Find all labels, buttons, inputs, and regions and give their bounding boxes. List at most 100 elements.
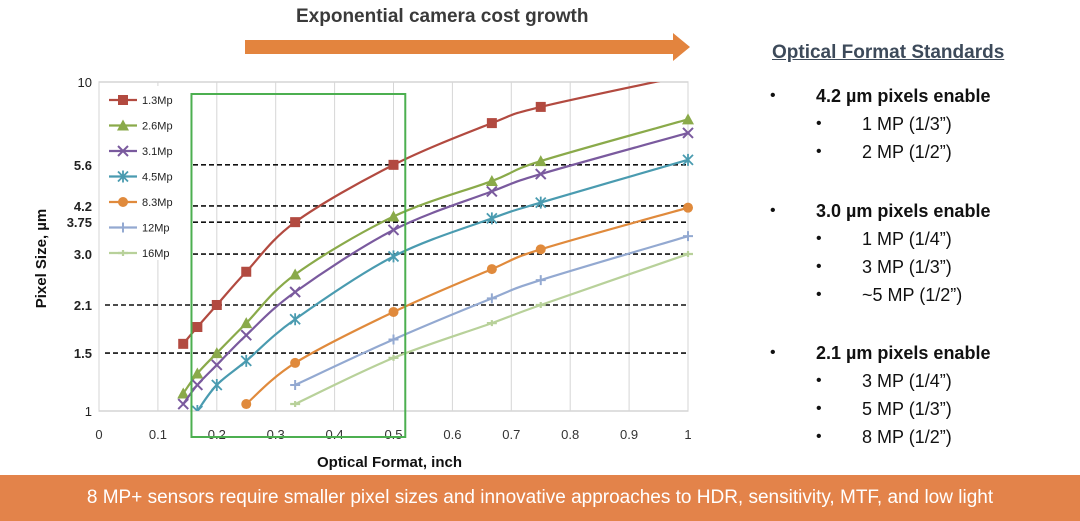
data-point — [211, 299, 222, 310]
bullet: • — [816, 143, 822, 160]
data-point — [682, 153, 694, 166]
x-tick-label: 1 — [684, 427, 691, 442]
group-heading: • 3.0 µm pixels enable — [770, 197, 1070, 225]
bullet: • — [816, 286, 822, 303]
data-point — [387, 210, 400, 222]
legend-item: 12Mp — [109, 222, 170, 235]
bullet: • — [770, 202, 776, 219]
bullet: • — [770, 87, 776, 104]
item-text: 3 MP (1/3”) — [862, 257, 952, 277]
y-tick-label: 1 — [85, 404, 92, 419]
x-axis-title: Optical Format, inch — [317, 454, 462, 471]
legend-label: 1.3Mp — [142, 95, 173, 107]
y-tick-label: 10 — [78, 75, 92, 90]
format-item: • 1 MP (1/3”) — [770, 110, 1070, 138]
item-text: 2 MP (1/2”) — [862, 142, 952, 162]
item-text: 3 MP (1/4”) — [862, 371, 952, 391]
y-tick-label: 3.75 — [67, 215, 92, 230]
x-tick-label: 0.3 — [267, 427, 285, 442]
legend-label: 2.6Mp — [142, 121, 173, 133]
data-point — [387, 224, 400, 236]
arrow-title: Exponential camera cost growth — [296, 6, 589, 27]
format-item: • 8 MP (1/2”) — [770, 423, 1070, 451]
pixel-group-1: • 3.0 µm pixels enable • 1 MP (1/4”) • 3 MP (… — [770, 197, 1070, 309]
item-text: 8 MP (1/2”) — [862, 427, 952, 447]
data-point — [535, 244, 546, 255]
data-point — [191, 379, 204, 391]
series-16Mp — [290, 251, 693, 408]
group-heading: • 2.1 µm pixels enable — [770, 339, 1070, 367]
data-point — [535, 168, 547, 180]
item-text: 5 MP (1/3”) — [862, 399, 952, 419]
arrow-shape — [245, 33, 690, 61]
bullet: • — [816, 428, 822, 445]
legend-item: 2.6Mp — [109, 119, 173, 133]
heading-text: 4.2 µm pixels enable — [816, 86, 991, 106]
panel-title: Optical Format Standards — [772, 42, 1005, 63]
cost-growth-arrow — [245, 33, 690, 61]
data-point — [682, 127, 694, 139]
x-tick-label: 0.9 — [620, 427, 638, 442]
data-point — [683, 202, 693, 213]
bullet: • — [770, 344, 776, 361]
bullet: • — [816, 230, 822, 247]
data-point — [682, 113, 694, 125]
data-point — [240, 329, 252, 341]
data-point — [289, 286, 301, 298]
x-tick-label: 0.4 — [326, 427, 344, 442]
series-12Mp — [290, 231, 693, 390]
data-point — [211, 378, 223, 391]
data-point — [486, 118, 497, 129]
data-point — [117, 119, 129, 131]
legend-label: 4.5Mp — [142, 172, 173, 184]
data-point — [118, 197, 128, 207]
data-point — [683, 251, 693, 258]
data-point — [388, 159, 399, 170]
legend-label: 16Mp — [142, 248, 170, 260]
data-point — [387, 250, 400, 263]
data-point — [118, 250, 128, 256]
pixel-group-0: • 4.2 µm pixels enable • 1 MP (1/3”) • 2 MP (… — [770, 82, 1070, 166]
data-point — [388, 334, 399, 345]
format-item: • 2 MP (1/2”) — [770, 138, 1070, 166]
y-tick-label: 1.5 — [74, 346, 92, 361]
x-tick-label: 0.5 — [384, 427, 402, 442]
legend-item: 4.5Mp — [109, 170, 173, 184]
bullet: • — [816, 372, 822, 389]
x-tick-label: 0.2 — [208, 427, 226, 442]
pixel-size-chart: 0 0.1 0.2 0.3 0.4 0.5 0.6 0.7 0.8 0.9 1 1 1.5 2.1 3.0 3… — [33, 75, 694, 471]
data-point — [192, 322, 203, 333]
series-8.3Mp — [241, 202, 693, 410]
data-point — [486, 293, 497, 304]
data-point — [535, 275, 546, 286]
x-tick-label: 0.1 — [149, 427, 167, 442]
highlight-box — [190, 93, 407, 438]
optical-format-panel: Optical Format Standards • 4.2 µm pixels … — [770, 42, 1070, 447]
heading-text: 2.1 µm pixels enable — [816, 343, 991, 363]
data-point — [290, 357, 301, 368]
bullet: • — [816, 400, 822, 417]
data-point — [240, 317, 253, 329]
format-item: • 1 MP (1/4”) — [770, 225, 1070, 253]
data-point — [241, 266, 252, 277]
series-1.3Mp — [178, 82, 661, 349]
bullet: • — [816, 258, 822, 275]
format-item: • 3 MP (1/3”) — [770, 253, 1070, 281]
data-point — [485, 175, 498, 187]
bullet: • — [816, 115, 822, 132]
series-3.1Mp — [177, 127, 694, 410]
data-point — [486, 320, 497, 327]
data-point — [211, 359, 223, 371]
y-tick-label: 2.1 — [74, 298, 92, 313]
data-point — [534, 155, 547, 167]
data-point — [177, 398, 189, 410]
format-item: • 3 MP (1/4”) — [770, 367, 1070, 395]
legend-label: 3.1Mp — [142, 146, 173, 158]
data-point — [535, 301, 546, 308]
legend-item: 1.3Mp — [109, 95, 173, 107]
series-4.5Mp — [191, 153, 694, 411]
data-point — [290, 401, 301, 408]
data-point — [177, 387, 190, 399]
item-text: ~5 MP (1/2”) — [862, 285, 963, 305]
legend-item: 16Mp — [109, 248, 170, 260]
